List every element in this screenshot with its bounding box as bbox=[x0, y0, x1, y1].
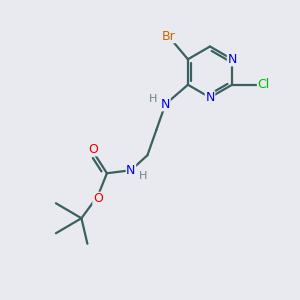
Text: N: N bbox=[205, 91, 215, 104]
Text: Cl: Cl bbox=[257, 78, 270, 91]
Text: O: O bbox=[88, 143, 98, 156]
Text: N: N bbox=[126, 164, 136, 177]
Text: O: O bbox=[93, 192, 103, 205]
Text: H: H bbox=[139, 171, 148, 181]
Text: H: H bbox=[148, 94, 157, 104]
Text: N: N bbox=[227, 53, 237, 66]
Text: N: N bbox=[161, 98, 170, 111]
Text: Br: Br bbox=[161, 30, 175, 43]
